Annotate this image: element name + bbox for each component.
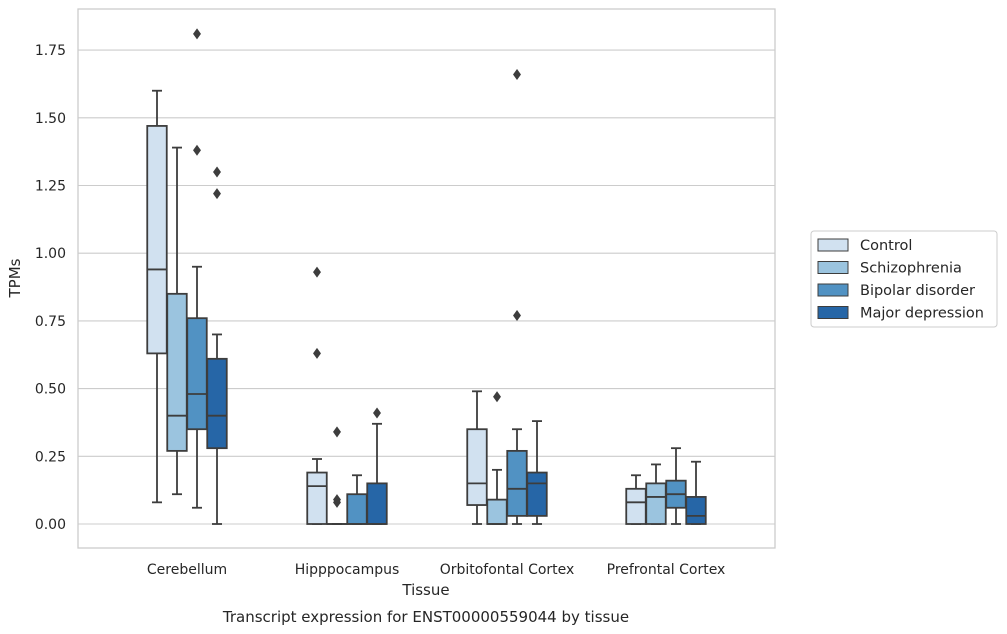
box-body bbox=[645, 482, 667, 525]
y-tick-labels: 0.00 0.25 0.50 0.75 1.00 1.25 1.50 1.75 bbox=[35, 43, 66, 533]
outlier-point bbox=[493, 391, 501, 403]
legend-swatch bbox=[817, 238, 849, 252]
legend: Control Schizophrenia Bipolar disorder Majo… bbox=[810, 230, 998, 328]
box-3-2 bbox=[526, 420, 548, 525]
x-tick-label: Cerebellum bbox=[147, 562, 227, 578]
legend-item: Control bbox=[817, 238, 912, 254]
outlier-point bbox=[313, 347, 321, 359]
legend-label: Control bbox=[860, 238, 912, 254]
box-body bbox=[366, 482, 388, 525]
box-0-2 bbox=[466, 390, 488, 525]
legend-swatch bbox=[817, 306, 849, 319]
y-axis-label: TPMs bbox=[6, 258, 24, 298]
y-tick-label: 1.50 bbox=[35, 111, 66, 127]
x-axis-label: Tissue bbox=[401, 581, 449, 599]
box-body bbox=[146, 125, 168, 355]
box-body bbox=[166, 292, 188, 452]
outlier-point bbox=[513, 68, 521, 80]
chart-title: Transcript expression for ENST0000055904… bbox=[222, 608, 629, 626]
plot-frame bbox=[77, 8, 776, 549]
box-body bbox=[206, 357, 228, 450]
box-1-1 bbox=[326, 426, 348, 525]
legend-label: Schizophrenia bbox=[860, 261, 962, 277]
x-tick-label: Hipppocampus bbox=[295, 562, 400, 578]
box-body bbox=[506, 449, 528, 517]
grid-lines bbox=[78, 49, 775, 525]
x-tick-label: Prefrontal Cortex bbox=[607, 562, 726, 578]
box-body bbox=[306, 471, 328, 525]
boxes bbox=[146, 28, 707, 525]
box-1-2 bbox=[486, 391, 508, 525]
y-tick-label: 1.25 bbox=[35, 179, 66, 195]
outlier-point bbox=[373, 407, 381, 419]
box-3-0 bbox=[206, 166, 228, 525]
outlier-point bbox=[313, 266, 321, 278]
y-tick-label: 1.00 bbox=[35, 246, 66, 262]
outlier-point bbox=[213, 166, 221, 178]
box-3-1 bbox=[366, 407, 388, 525]
box-body bbox=[526, 471, 548, 517]
y-tick-label: 0.00 bbox=[35, 517, 66, 533]
box-body bbox=[486, 498, 508, 525]
legend-frame bbox=[810, 230, 998, 328]
box-0-1 bbox=[306, 266, 328, 525]
legend-item: Major depression bbox=[817, 306, 984, 322]
box-2-3 bbox=[665, 447, 687, 525]
box-body bbox=[685, 496, 707, 525]
legend-swatch bbox=[817, 283, 849, 297]
outlier-point bbox=[333, 426, 341, 438]
legend-item: Schizophrenia bbox=[817, 261, 962, 277]
box-body bbox=[625, 487, 647, 525]
box-0-3 bbox=[625, 474, 647, 525]
outlier-point bbox=[513, 309, 521, 321]
x-tick-labels: Cerebellum Hipppocampus Orbitofontal Corte… bbox=[147, 562, 725, 578]
box-body bbox=[186, 317, 208, 431]
box-2-0 bbox=[186, 28, 208, 509]
box-2-2 bbox=[506, 68, 528, 525]
legend-item: Bipolar disorder bbox=[817, 283, 975, 299]
y-tick-label: 0.25 bbox=[35, 449, 66, 465]
legend-label: Major depression bbox=[860, 306, 984, 322]
legend-label: Bipolar disorder bbox=[860, 283, 975, 299]
y-tick-label: 1.75 bbox=[35, 43, 66, 59]
box-1-0 bbox=[166, 146, 188, 496]
outlier-point bbox=[193, 28, 201, 40]
y-tick-label: 0.50 bbox=[35, 382, 66, 398]
outlier-point bbox=[333, 494, 341, 506]
box-2-1 bbox=[346, 474, 368, 525]
box-body bbox=[346, 493, 368, 525]
outlier-point bbox=[193, 144, 201, 156]
box-1-3 bbox=[645, 463, 667, 525]
y-tick-label: 0.75 bbox=[35, 314, 66, 330]
x-tick-label: Orbitofontal Cortex bbox=[440, 562, 575, 578]
box-body bbox=[466, 428, 488, 506]
box-3-3 bbox=[685, 460, 707, 525]
legend-swatch bbox=[817, 261, 849, 274]
outlier-point bbox=[213, 188, 221, 200]
box-0-0 bbox=[146, 89, 168, 504]
